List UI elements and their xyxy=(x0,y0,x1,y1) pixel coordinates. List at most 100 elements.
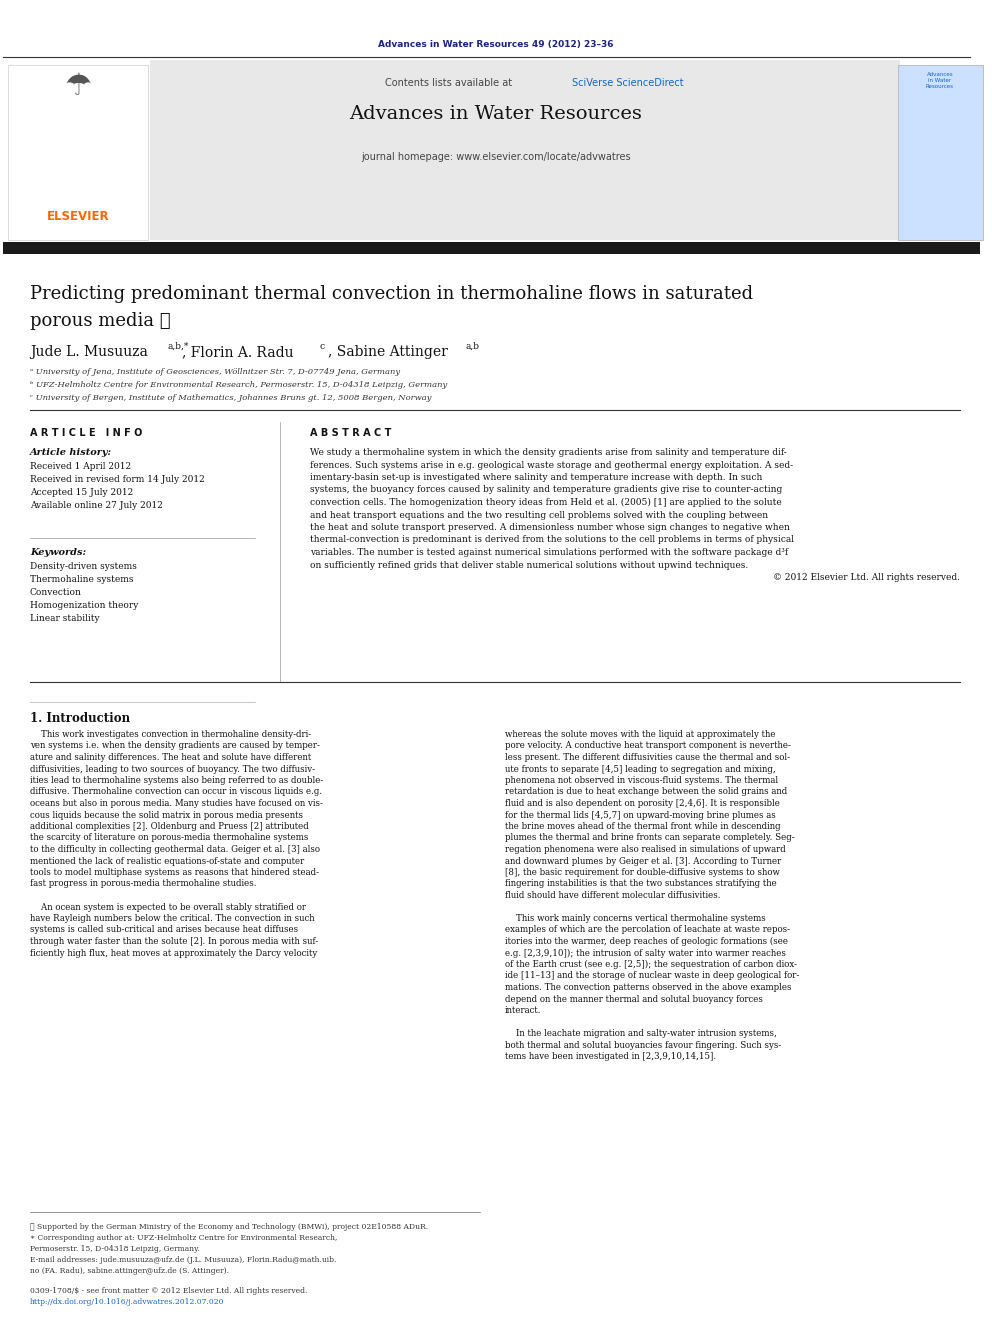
Text: and heat transport equations and the two resulting cell problems solved with the: and heat transport equations and the two… xyxy=(310,511,768,520)
Text: on sufficiently refined grids that deliver stable numerical solutions without up: on sufficiently refined grids that deliv… xyxy=(310,561,748,569)
Text: c: c xyxy=(320,343,325,351)
Text: Density-driven systems: Density-driven systems xyxy=(30,562,137,572)
Text: ide [11–13] and the storage of nuclear waste in deep geological for-: ide [11–13] and the storage of nuclear w… xyxy=(505,971,800,980)
Text: a,b,*: a,b,* xyxy=(168,343,189,351)
Text: In the leachate migration and salty-water intrusion systems,: In the leachate migration and salty-wate… xyxy=(505,1029,777,1039)
Text: and downward plumes by Geiger et al. [3]. According to Turner: and downward plumes by Geiger et al. [3]… xyxy=(505,856,782,865)
Text: less present. The different diffusivities cause the thermal and sol-: less present. The different diffusivitie… xyxy=(505,753,790,762)
Text: diffusivities, leading to two sources of buoyancy. The two diffusiv-: diffusivities, leading to two sources of… xyxy=(30,765,315,774)
Text: plumes the thermal and brine fronts can separate completely. Seg-: plumes the thermal and brine fronts can … xyxy=(505,833,795,843)
Text: interact.: interact. xyxy=(505,1005,542,1015)
Text: Jude L. Musuuza: Jude L. Musuuza xyxy=(30,345,152,359)
Text: Homogenization theory: Homogenization theory xyxy=(30,601,138,610)
Text: ven systems i.e. when the density gradients are caused by temper-: ven systems i.e. when the density gradie… xyxy=(30,741,319,750)
Text: have Rayleigh numbers below the critical. The convection in such: have Rayleigh numbers below the critical… xyxy=(30,914,314,923)
Text: Available online 27 July 2012: Available online 27 July 2012 xyxy=(30,501,163,509)
Text: imentary-basin set-up is investigated where salinity and temperature increase wi: imentary-basin set-up is investigated wh… xyxy=(310,474,763,482)
Text: e.g. [2,3,9,10]); the intrusion of salty water into warmer reaches: e.g. [2,3,9,10]); the intrusion of salty… xyxy=(505,949,786,958)
Text: ☂: ☂ xyxy=(64,71,91,101)
Text: http://dx.doi.org/10.1016/j.advwatres.2012.07.020: http://dx.doi.org/10.1016/j.advwatres.20… xyxy=(30,1298,224,1306)
Text: Contents lists available at: Contents lists available at xyxy=(385,78,515,89)
Text: journal homepage: www.elsevier.com/locate/advwatres: journal homepage: www.elsevier.com/locat… xyxy=(361,152,631,161)
Text: through water faster than the solute [2]. In porous media with suf-: through water faster than the solute [2]… xyxy=(30,937,318,946)
Text: Thermohaline systems: Thermohaline systems xyxy=(30,576,134,583)
Text: regation phenomena were also realised in simulations of upward: regation phenomena were also realised in… xyxy=(505,845,786,855)
Text: Linear stability: Linear stability xyxy=(30,614,99,623)
Text: Accepted 15 July 2012: Accepted 15 July 2012 xyxy=(30,488,133,497)
Text: pore velocity. A conductive heat transport component is neverthe-: pore velocity. A conductive heat transpo… xyxy=(505,741,791,750)
Text: for the thermal lids [4,5,7] on upward-moving brine plumes as: for the thermal lids [4,5,7] on upward-m… xyxy=(505,811,776,819)
FancyBboxPatch shape xyxy=(898,65,983,239)
Text: We study a thermohaline system in which the density gradients arise from salinit: We study a thermohaline system in which … xyxy=(310,448,787,456)
Text: of the Earth crust (see e.g. [2,5]); the sequestration of carbon diox-: of the Earth crust (see e.g. [2,5]); the… xyxy=(505,960,797,970)
Text: fluid should have different molecular diffusivities.: fluid should have different molecular di… xyxy=(505,890,720,900)
Text: 0309-1708/$ - see front matter © 2012 Elsevier Ltd. All rights reserved.: 0309-1708/$ - see front matter © 2012 El… xyxy=(30,1287,308,1295)
FancyBboxPatch shape xyxy=(150,60,900,239)
Text: ᶜ University of Bergen, Institute of Mathematics, Johannes Bruns gt. 12, 5008 Be: ᶜ University of Bergen, Institute of Mat… xyxy=(30,394,432,402)
Text: phenomena not observed in viscous-fluid systems. The thermal: phenomena not observed in viscous-fluid … xyxy=(505,777,778,785)
Text: retardation is due to heat exchange between the solid grains and: retardation is due to heat exchange betw… xyxy=(505,787,788,796)
Text: both thermal and solutal buoyancies favour fingering. Such sys-: both thermal and solutal buoyancies favo… xyxy=(505,1040,782,1049)
Text: cous liquids because the solid matrix in porous media presents: cous liquids because the solid matrix in… xyxy=(30,811,303,819)
Text: ature and salinity differences. The heat and solute have different: ature and salinity differences. The heat… xyxy=(30,753,311,762)
Text: , Florin A. Radu: , Florin A. Radu xyxy=(182,345,294,359)
Text: ∗ Corresponding author at: UFZ-Helmholtz Centre for Environmental Research,: ∗ Corresponding author at: UFZ-Helmholtz… xyxy=(30,1234,337,1242)
Text: Predicting predominant thermal convection in thermohaline flows in saturated: Predicting predominant thermal convectio… xyxy=(30,284,753,303)
Text: This work mainly concerns vertical thermohaline systems: This work mainly concerns vertical therm… xyxy=(505,914,766,923)
Text: Advances
in Water
Resources: Advances in Water Resources xyxy=(926,71,954,90)
Text: Permoserstr. 15, D-04318 Leipzig, Germany.: Permoserstr. 15, D-04318 Leipzig, German… xyxy=(30,1245,199,1253)
Text: E-mail addresses: jude.musuuza@ufz.de (J.L. Musuuza), Florin.Radu@math.uib.: E-mail addresses: jude.musuuza@ufz.de (J… xyxy=(30,1256,336,1263)
Text: SciVerse ScienceDirect: SciVerse ScienceDirect xyxy=(572,78,683,89)
Text: A B S T R A C T: A B S T R A C T xyxy=(310,429,392,438)
Text: ute fronts to separate [4,5] leading to segregation and mixing,: ute fronts to separate [4,5] leading to … xyxy=(505,765,776,774)
Text: fluid and is also dependent on porosity [2,4,6]. It is responsible: fluid and is also dependent on porosity … xyxy=(505,799,780,808)
Text: Received 1 April 2012: Received 1 April 2012 xyxy=(30,462,131,471)
Text: Advances in Water Resources: Advances in Water Resources xyxy=(349,105,643,123)
Text: thermal-convection is predominant is derived from the solutions to the cell prob: thermal-convection is predominant is der… xyxy=(310,536,794,545)
Text: systems is called sub-critical and arises because heat diffuses: systems is called sub-critical and arise… xyxy=(30,926,299,934)
Text: Convection: Convection xyxy=(30,587,82,597)
Text: additional complexities [2]. Oldenburg and Pruess [2] attributed: additional complexities [2]. Oldenburg a… xyxy=(30,822,309,831)
Text: ELSEVIER: ELSEVIER xyxy=(47,210,109,224)
Text: ficiently high flux, heat moves at approximately the Darcy velocity: ficiently high flux, heat moves at appro… xyxy=(30,949,317,958)
Text: Advances in Water Resources 49 (2012) 23–36: Advances in Water Resources 49 (2012) 23… xyxy=(378,40,614,49)
Text: the brine moves ahead of the thermal front while in descending: the brine moves ahead of the thermal fro… xyxy=(505,822,781,831)
Text: mentioned the lack of realistic equations-of-state and computer: mentioned the lack of realistic equation… xyxy=(30,856,305,865)
Text: a,b: a,b xyxy=(465,343,479,351)
Text: An ocean system is expected to be overall stably stratified or: An ocean system is expected to be overal… xyxy=(30,902,306,912)
Text: systems, the buoyancy forces caused by salinity and temperature gradients give r: systems, the buoyancy forces caused by s… xyxy=(310,486,783,495)
Text: ities lead to thermohaline systems also being referred to as double-: ities lead to thermohaline systems also … xyxy=(30,777,323,785)
FancyBboxPatch shape xyxy=(8,65,148,239)
Text: variables. The number is tested against numerical simulations performed with the: variables. The number is tested against … xyxy=(310,548,788,557)
Text: whereas the solute moves with the liquid at approximately the: whereas the solute moves with the liquid… xyxy=(505,730,776,740)
Text: This work investigates convection in thermohaline density-dri-: This work investigates convection in the… xyxy=(30,730,311,740)
Text: ᵃ University of Jena, Institute of Geosciences, Wöllnitzer Str. 7, D-07749 Jena,: ᵃ University of Jena, Institute of Geosc… xyxy=(30,368,400,376)
Text: the heat and solute transport preserved. A dimensionless number whose sign chang: the heat and solute transport preserved.… xyxy=(310,523,790,532)
Text: mations. The convection patterns observed in the above examples: mations. The convection patterns observe… xyxy=(505,983,792,992)
Text: oceans but also in porous media. Many studies have focused on vis-: oceans but also in porous media. Many st… xyxy=(30,799,322,808)
Text: fingering instabilities is that the two substances stratifying the: fingering instabilities is that the two … xyxy=(505,880,777,889)
Text: diffusive. Thermohaline convection can occur in viscous liquids e.g.: diffusive. Thermohaline convection can o… xyxy=(30,787,322,796)
Text: porous media ★: porous media ★ xyxy=(30,312,171,329)
Text: to the difficulty in collecting geothermal data. Geiger et al. [3] also: to the difficulty in collecting geotherm… xyxy=(30,845,320,855)
Text: Received in revised form 14 July 2012: Received in revised form 14 July 2012 xyxy=(30,475,204,484)
Text: Article history:: Article history: xyxy=(30,448,112,456)
Text: examples of which are the percolation of leachate at waste repos-: examples of which are the percolation of… xyxy=(505,926,790,934)
Text: the scarcity of literature on porous-media thermohaline systems: the scarcity of literature on porous-med… xyxy=(30,833,309,843)
Text: tools to model multiphase systems as reasons that hindered stead-: tools to model multiphase systems as rea… xyxy=(30,868,319,877)
Text: ᵇ UFZ-Helmholtz Centre for Environmental Research, Permoserstr. 15, D-04318 Leip: ᵇ UFZ-Helmholtz Centre for Environmental… xyxy=(30,381,447,389)
Text: convection cells. The homogenization theory ideas from Held et al. (2005) [1] ar: convection cells. The homogenization the… xyxy=(310,497,782,507)
Text: fast progress in porous-media thermohaline studies.: fast progress in porous-media thermohali… xyxy=(30,880,257,889)
Text: ferences. Such systems arise in e.g. geological waste storage and geothermal ene: ferences. Such systems arise in e.g. geo… xyxy=(310,460,794,470)
Text: 1. Introduction: 1. Introduction xyxy=(30,712,130,725)
FancyBboxPatch shape xyxy=(3,242,980,254)
Text: no (FA. Radu), sabine.attinger@ufz.de (S. Attinger).: no (FA. Radu), sabine.attinger@ufz.de (S… xyxy=(30,1267,229,1275)
Text: ★ Supported by the German Ministry of the Economy and Technology (BMWi), project: ★ Supported by the German Ministry of th… xyxy=(30,1222,429,1230)
Text: tems have been investigated in [2,3,9,10,14,15].: tems have been investigated in [2,3,9,10… xyxy=(505,1052,716,1061)
Text: [8], the basic requirement for double-diffusive systems to show: [8], the basic requirement for double-di… xyxy=(505,868,780,877)
Text: Keywords:: Keywords: xyxy=(30,548,86,557)
Text: itories into the warmer, deep reaches of geologic formations (see: itories into the warmer, deep reaches of… xyxy=(505,937,788,946)
Text: , Sabine Attinger: , Sabine Attinger xyxy=(328,345,447,359)
Text: depend on the manner thermal and solutal buoyancy forces: depend on the manner thermal and solutal… xyxy=(505,995,763,1004)
Text: A R T I C L E   I N F O: A R T I C L E I N F O xyxy=(30,429,143,438)
